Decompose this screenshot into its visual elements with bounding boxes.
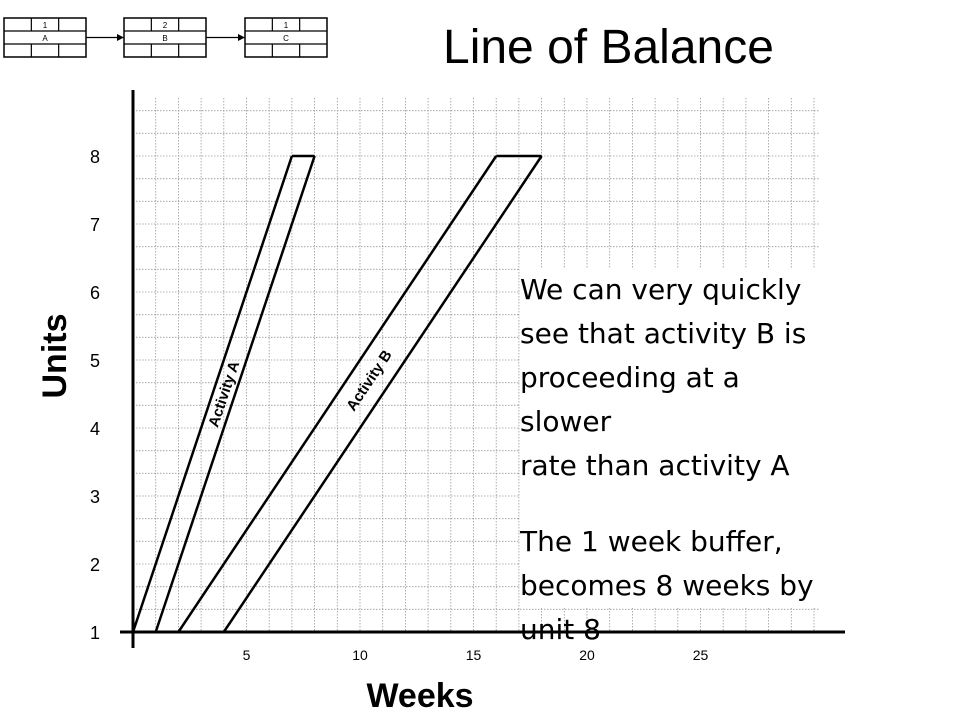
x-tick-label: 20 (579, 647, 595, 663)
x-tick-label: 25 (693, 647, 709, 663)
x-tick-label: 10 (352, 647, 368, 663)
slide-title: Line of Balance (443, 21, 774, 74)
callout-text-box: We can very quickly see that activity B … (520, 268, 820, 646)
y-tick-label: 1 (90, 623, 100, 643)
y-tick-label: 6 (90, 283, 100, 303)
y-tick-label: 2 (90, 555, 100, 575)
activity-b-finish-line (222, 155, 543, 633)
node-name: C (283, 34, 289, 43)
x-axis-title: Weeks (366, 677, 473, 715)
y-axis-title: Units (36, 314, 74, 399)
y-tick-label: 7 (90, 215, 100, 235)
network-arrow (206, 34, 245, 41)
y-tick-label: 8 (90, 147, 100, 167)
activity-b-start-line (177, 155, 498, 633)
network-node-c: 1C (244, 17, 328, 58)
axes (120, 90, 845, 648)
activity-b-label: Activity B (343, 347, 396, 414)
node-name: A (42, 34, 48, 43)
arrow-head (117, 34, 124, 41)
network-node-b: 2B (123, 17, 207, 58)
node-name: B (162, 34, 167, 43)
node-duration: 1 (43, 21, 48, 30)
activity-a-start-line (131, 155, 294, 633)
node-duration: 2 (163, 21, 168, 30)
y-tick-label: 3 (90, 487, 100, 507)
activity-a-label: Activity A (205, 359, 243, 430)
network-node-a: 1A (3, 17, 87, 58)
callout-line: see that activity B is (520, 317, 807, 350)
network-arrow (86, 34, 124, 41)
y-tick-label: 4 (90, 419, 100, 439)
callout-line: proceeding at a slower (520, 361, 740, 438)
node-box (3, 17, 87, 58)
activity-a-finish-line (154, 155, 316, 633)
callout-line: rate than activity A (520, 449, 790, 482)
callout-line: becomes 8 weeks by (520, 569, 814, 602)
callout-line: unit 8 (520, 613, 601, 646)
callout-line: The 1 week buffer, (520, 525, 783, 558)
x-tick-label: 5 (243, 647, 251, 663)
node-duration: 1 (284, 21, 289, 30)
ticks: 1 2 3 4 5 6 7 8 5 10 15 20 25 (90, 147, 709, 663)
arrow-head (238, 34, 245, 41)
y-tick-label: 5 (90, 351, 100, 371)
callout-line: We can very quickly (520, 273, 802, 306)
x-tick-label: 15 (466, 647, 482, 663)
node-box (123, 17, 207, 58)
